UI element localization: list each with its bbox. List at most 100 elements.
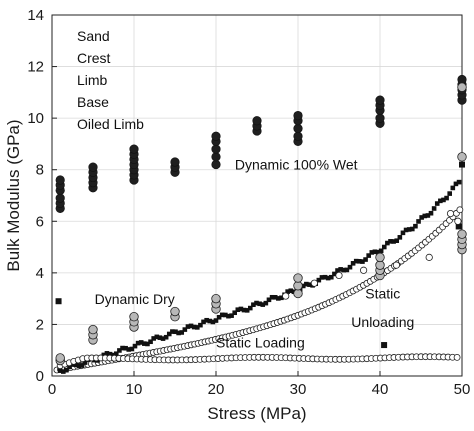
data-point-dark-square bbox=[219, 312, 225, 318]
data-point-dark-circle bbox=[375, 113, 385, 123]
data-point-dark-square bbox=[247, 305, 253, 311]
data-point-dark-square bbox=[422, 213, 428, 219]
data-point-dark-square bbox=[322, 274, 328, 280]
data-point-dark-square bbox=[419, 215, 424, 220]
data-point-dark-square bbox=[257, 301, 262, 307]
data-point-dark-square bbox=[410, 226, 415, 232]
data-point-dark-circle bbox=[211, 131, 221, 141]
data-point-dark-square bbox=[357, 259, 362, 264]
data-point-gray-circle bbox=[293, 273, 303, 283]
legend: Sand Crest Limb Base Oiled Limb bbox=[77, 28, 144, 132]
data-point-dark-square bbox=[347, 264, 353, 270]
data-point-dark-square bbox=[76, 363, 82, 369]
data-point-dark-circle bbox=[55, 193, 65, 203]
data-point-dark-square bbox=[151, 336, 156, 341]
y-tick-label: 2 bbox=[36, 316, 44, 333]
data-point-dark-square bbox=[191, 324, 197, 330]
data-point-dark-square bbox=[272, 294, 278, 300]
data-point-dark-square bbox=[394, 238, 400, 244]
data-marks bbox=[53, 74, 467, 374]
data-point-dark-square bbox=[388, 239, 393, 244]
data-point-dark-square bbox=[157, 335, 163, 340]
data-point-gray-circle bbox=[55, 353, 65, 363]
data-point-dark-square bbox=[344, 267, 350, 273]
data-point-open-circle bbox=[456, 206, 464, 214]
annotations: Dynamic 100% Wet Dynamic Dry Static Unloadi… bbox=[95, 157, 415, 351]
x-tick-label: 10 bbox=[126, 381, 143, 398]
data-point-open-circle bbox=[310, 279, 318, 287]
data-point-open-circle bbox=[282, 292, 290, 300]
data-point-dark-square bbox=[113, 351, 119, 357]
data-point-dark-square bbox=[428, 210, 434, 216]
data-point-dark-square bbox=[104, 351, 110, 356]
data-point-dark-circle bbox=[129, 144, 139, 154]
data-point-dark-square bbox=[235, 307, 241, 312]
data-point-gray-circle bbox=[375, 260, 385, 270]
data-point-dark-square bbox=[416, 219, 421, 224]
data-point-dark-square bbox=[400, 230, 406, 236]
data-point-dark-square bbox=[142, 341, 147, 346]
legend-entry: Crest bbox=[77, 50, 111, 66]
data-point-dark-square bbox=[138, 340, 144, 345]
data-point-dark-square bbox=[300, 283, 306, 289]
data-point-dark-square bbox=[198, 322, 203, 328]
data-point-open-circle bbox=[335, 271, 343, 280]
y-tick-label: 0 bbox=[36, 368, 44, 385]
data-point-dark-square bbox=[188, 323, 194, 329]
data-point-gray-circle bbox=[457, 82, 467, 92]
data-point-dark-square bbox=[447, 191, 452, 196]
data-point-dark-square bbox=[79, 363, 85, 368]
data-point-dark-square bbox=[204, 317, 209, 323]
data-point-dark-square bbox=[319, 275, 325, 280]
data-point-dark-square bbox=[434, 201, 440, 206]
data-point-gray-circle bbox=[170, 306, 180, 317]
data-point-dark-circle bbox=[211, 159, 221, 170]
data-point-gray-circle bbox=[211, 293, 221, 304]
data-point-dark-square bbox=[455, 223, 462, 230]
data-point-dark-square bbox=[332, 271, 337, 277]
legend-entry: Limb bbox=[77, 72, 108, 88]
data-point-dark-square bbox=[288, 288, 294, 294]
data-point-dark-square bbox=[397, 235, 403, 240]
data-point-dark-square bbox=[82, 360, 88, 365]
data-point-dark-circle bbox=[211, 144, 221, 154]
data-point-dark-square bbox=[378, 248, 384, 254]
x-tick-label: 50 bbox=[454, 381, 471, 398]
data-point-dark-square bbox=[145, 341, 150, 347]
data-point-dark-square bbox=[160, 336, 166, 341]
data-point-dark-square bbox=[166, 331, 172, 337]
data-point-dark-square bbox=[366, 253, 371, 258]
x-axis-label: Stress (MPa) bbox=[207, 404, 306, 423]
data-point-dark-square bbox=[263, 300, 269, 306]
data-point-open-circle bbox=[454, 217, 462, 225]
data-point-dark-square bbox=[176, 330, 181, 336]
data-point-dark-square bbox=[182, 327, 188, 332]
y-tick-label: 4 bbox=[36, 265, 44, 282]
x-tick-label: 40 bbox=[372, 381, 389, 398]
data-point-dark-square bbox=[229, 313, 234, 318]
annotation-label: Dynamic 100% Wet bbox=[235, 157, 358, 173]
data-point-dark-circle bbox=[375, 95, 385, 105]
data-point-dark-square bbox=[207, 318, 213, 324]
data-point-dark-square bbox=[154, 334, 160, 340]
y-tick-label: 14 bbox=[27, 7, 44, 24]
data-point-dark-square bbox=[61, 369, 66, 374]
data-point-dark-square bbox=[381, 244, 387, 250]
data-point-dark-square bbox=[441, 197, 446, 203]
data-point-dark-square bbox=[120, 345, 125, 351]
data-point-dark-square bbox=[431, 206, 437, 211]
data-point-dark-square bbox=[360, 259, 365, 264]
data-point-dark-square bbox=[335, 268, 340, 273]
data-point-dark-square bbox=[338, 267, 343, 272]
data-point-dark-square bbox=[269, 294, 275, 300]
data-point-dark-square bbox=[372, 249, 378, 255]
data-point-dark-square bbox=[179, 330, 185, 335]
data-point-dark-square bbox=[285, 289, 290, 294]
data-point-dark-square bbox=[316, 277, 322, 283]
data-point-dark-square bbox=[304, 281, 309, 287]
data-point-dark-square bbox=[456, 179, 462, 185]
data-point-dark-square bbox=[325, 275, 331, 281]
data-point-gray-circle bbox=[293, 281, 303, 291]
data-point-dark-square bbox=[381, 342, 388, 349]
data-point-dark-circle bbox=[457, 74, 467, 85]
